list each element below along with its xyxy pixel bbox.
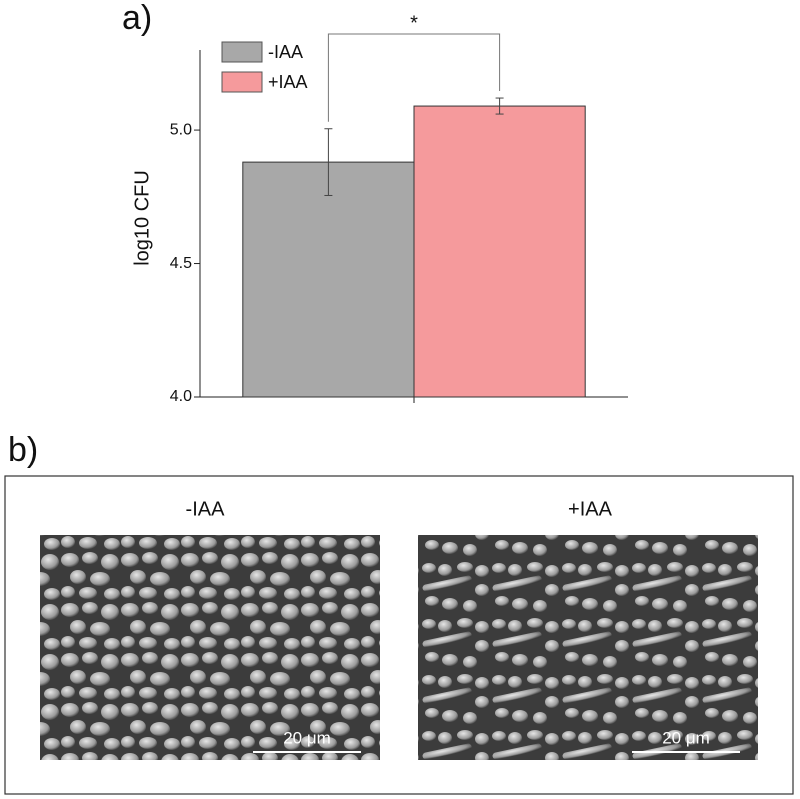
legend-swatch [221,71,263,93]
error-bar [324,128,333,196]
micrograph [418,535,758,760]
legend-label: -IAA [268,42,303,62]
panel-frame [4,475,794,795]
scale-bar-label: 20 μm [662,728,710,747]
scale-bar-label: 20 μm [283,728,331,747]
image-title: +IAA [568,498,613,520]
y-tick-label: 4.0 [170,388,192,405]
micrograph [40,535,380,760]
image-title: -IAA [186,498,226,520]
significance-label: * [410,12,418,34]
legend-label: +IAA [268,72,308,92]
legend-swatch [221,41,263,63]
bar [413,105,586,398]
panel-a: a) log10 CFU 4.0 4.5 5.0 * -IAA +IAA [122,0,628,405]
panel-b: b) -IAA +IAA 20 μm 20 μm [4,431,794,795]
bar [242,161,415,398]
y-axis-label: log10 CFU [131,170,153,266]
significance-bracket [327,33,501,122]
panel-label: b) [8,431,38,469]
panel-label: a) [122,0,152,37]
error-bar [495,97,504,115]
y-tick-label: 5.0 [170,121,192,138]
y-tick-label: 4.5 [170,255,192,272]
